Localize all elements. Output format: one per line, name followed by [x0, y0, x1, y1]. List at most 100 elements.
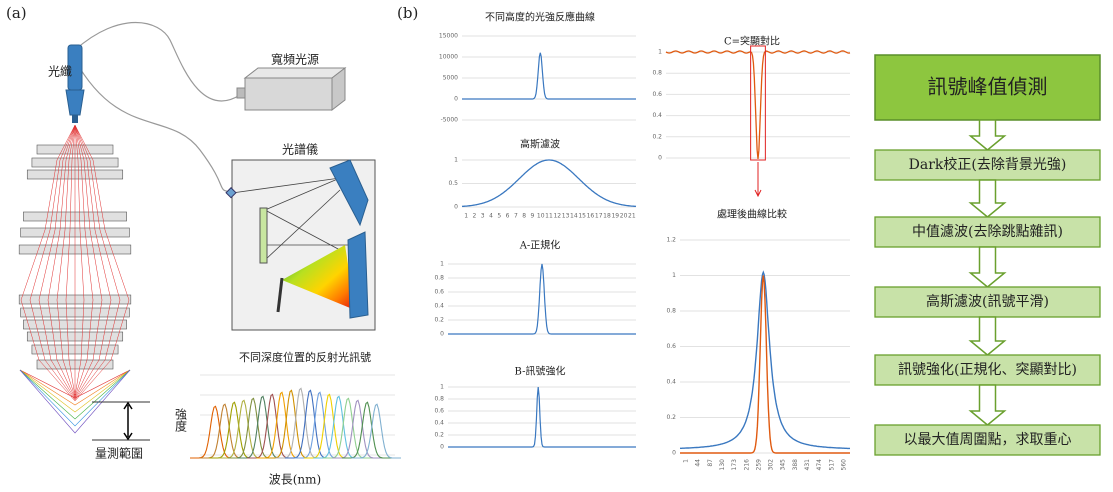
- y-tick-label: 0.8: [652, 70, 662, 77]
- y-tick-label: -5000: [441, 117, 459, 124]
- flowchart: 訊號峰值偵測Dark校正(去除背景光強)中值濾波(去除跳點雜訊)高斯濾波(訊號平…: [875, 55, 1100, 455]
- spectrum-chart: [190, 375, 401, 458]
- y-tick-label: 0.4: [434, 420, 444, 427]
- x-tick-label: 560: [840, 459, 847, 471]
- range-label: 量測範圍: [95, 446, 143, 461]
- y-tick-label: 0: [658, 155, 662, 162]
- y-tick-label: 0.2: [434, 432, 444, 439]
- x-tick-label: 4: [489, 213, 493, 220]
- x-tick-label: 517: [828, 459, 835, 471]
- x-tick-label: 7: [514, 213, 518, 220]
- x-tick-label: 20: [620, 213, 628, 220]
- x-tick-label: 9: [531, 213, 535, 220]
- spectrum-xlabel: 波長(nm): [269, 473, 321, 487]
- flow-arrow: [971, 385, 1005, 425]
- flow-step: 高斯濾波(訊號平滑): [926, 293, 1049, 310]
- x-tick-label: 5: [497, 213, 501, 220]
- x-tick-label: 8: [522, 213, 526, 220]
- x-tick-label: 15: [578, 213, 586, 220]
- spectrometer-label: 光譜儀: [282, 142, 318, 157]
- x-tick-label: 3: [481, 213, 485, 220]
- x-tick-label: 216: [743, 459, 750, 471]
- x-tick-label: 259: [755, 459, 762, 471]
- x-tick-label: 11: [545, 213, 553, 220]
- y-tick-label: 0.6: [666, 343, 676, 350]
- source-label: 寬頻光源: [271, 52, 319, 67]
- x-tick-label: 474: [816, 459, 823, 471]
- x-tick-label: 19: [611, 213, 619, 220]
- y-tick-label: 1: [658, 49, 662, 56]
- spectrum-ylabel: 強度: [174, 408, 188, 432]
- spectrometer: [226, 160, 375, 330]
- x-tick-label: 302: [768, 459, 775, 471]
- flow-arrow: [971, 120, 1005, 150]
- x-tick-label: 6: [506, 213, 510, 220]
- x-tick-label: 2: [473, 213, 477, 220]
- flow-step: 中值濾波(去除跳點雜訊): [912, 224, 1063, 240]
- chart-title: 不同高度的光強反應曲線: [485, 11, 595, 24]
- y-tick-label: 0: [454, 204, 458, 211]
- x-tick-label: 13: [562, 213, 570, 220]
- page: {"panel_a": {"label": "(a)", "fiber": "光…: [0, 0, 1113, 492]
- y-tick-label: 1: [672, 272, 676, 279]
- curve: [448, 264, 636, 334]
- y-tick-label: 1.2: [666, 237, 676, 244]
- x-tick-label: 87: [707, 459, 714, 467]
- y-tick-label: 1: [440, 261, 444, 268]
- spectrum-title: 不同深度位置的反射光訊號: [239, 350, 371, 364]
- spectrum-curve: [190, 406, 240, 458]
- x-tick-label: 12: [553, 213, 561, 220]
- flow-step: 訊號強化(正規化、突顯對比): [898, 362, 1077, 378]
- y-tick-label: 0.8: [666, 308, 676, 315]
- curve: [448, 387, 636, 447]
- chart-title: A-正規化: [519, 239, 561, 252]
- y-tick-label: 0.6: [652, 91, 662, 98]
- y-tick-label: 0.6: [434, 289, 444, 296]
- curve: [666, 51, 850, 159]
- x-tick-label: 14: [570, 213, 578, 220]
- chart-title: B-訊號強化: [515, 365, 566, 378]
- x-tick-label: 1: [464, 213, 468, 220]
- y-tick-label: 0.5: [448, 180, 458, 187]
- y-tick-label: 0.6: [434, 408, 444, 415]
- y-tick-label: 0: [672, 450, 676, 457]
- fiber-label: 光纖: [48, 65, 72, 79]
- y-tick-label: 0.4: [666, 379, 676, 386]
- x-tick-label: 16: [587, 213, 595, 220]
- y-tick-label: 0.4: [652, 112, 662, 119]
- chart-title: 處理後曲線比較: [717, 208, 787, 221]
- y-tick-label: 0: [440, 444, 444, 451]
- y-tick-label: 1: [440, 384, 444, 391]
- x-tick-label: 18: [603, 213, 611, 220]
- x-tick-label: 388: [792, 459, 799, 471]
- x-tick-label: 17: [595, 213, 603, 220]
- y-tick-label: 0.8: [434, 396, 444, 403]
- y-tick-label: 0: [454, 96, 458, 103]
- y-tick-label: 0.8: [434, 275, 444, 282]
- range-marker: [92, 402, 150, 440]
- lens-stack: [19, 125, 131, 433]
- charts: 不同高度的光強反應曲線150001000050000-5000高斯濾波10.50…: [434, 11, 850, 471]
- x-tick-label: 173: [731, 459, 738, 471]
- flow-arrow: [971, 180, 1005, 217]
- x-tick-label: 44: [695, 459, 702, 467]
- y-tick-label: 15000: [439, 33, 458, 40]
- figure: (a) (b) 光纖 量測範圍 寬頻光源 光譜儀 不同深度位置的反射光訊號 強度…: [0, 0, 1113, 492]
- x-tick-label: 1: [683, 459, 690, 463]
- y-tick-label: 0.2: [666, 414, 676, 421]
- y-tick-label: 0.2: [652, 133, 662, 140]
- flow-title: 訊號峰值偵測: [928, 75, 1048, 99]
- flow-arrow: [971, 317, 1005, 355]
- flow-arrow: [971, 247, 1005, 287]
- x-tick-label: 345: [780, 459, 787, 471]
- x-tick-label: 431: [804, 459, 811, 471]
- panel-label: (a): [6, 4, 27, 22]
- x-tick-label: 21: [628, 213, 636, 220]
- curve: [462, 53, 636, 99]
- y-tick-label: 10000: [439, 54, 458, 61]
- flow-step: 以最大值周圍點，求取重心: [904, 432, 1072, 448]
- y-tick-label: 0: [440, 331, 444, 338]
- curve: [680, 276, 850, 454]
- y-tick-label: 5000: [443, 75, 458, 82]
- x-tick-label: 10: [537, 213, 545, 220]
